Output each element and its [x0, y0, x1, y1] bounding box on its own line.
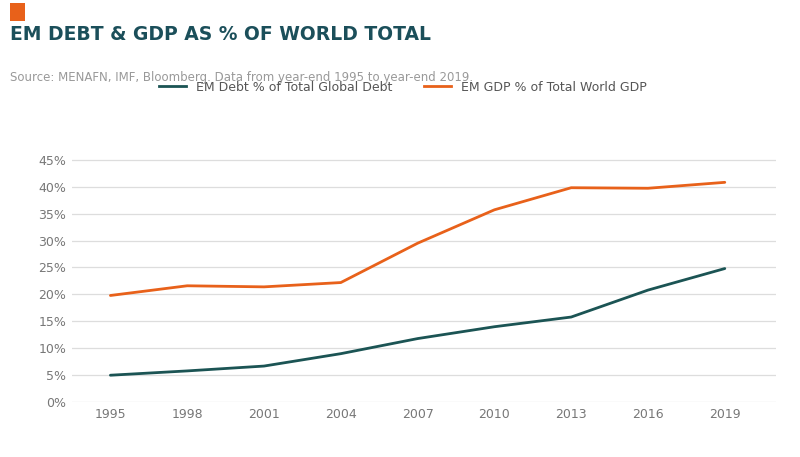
- Text: EM DEBT & GDP AS % OF WORLD TOTAL: EM DEBT & GDP AS % OF WORLD TOTAL: [10, 25, 431, 44]
- Legend: EM Debt % of Total Global Debt, EM GDP % of Total World GDP: EM Debt % of Total Global Debt, EM GDP %…: [154, 76, 652, 99]
- Text: Source: MENAFN, IMF, Bloomberg. Data from year-end 1995 to year-end 2019.: Source: MENAFN, IMF, Bloomberg. Data fro…: [10, 71, 474, 84]
